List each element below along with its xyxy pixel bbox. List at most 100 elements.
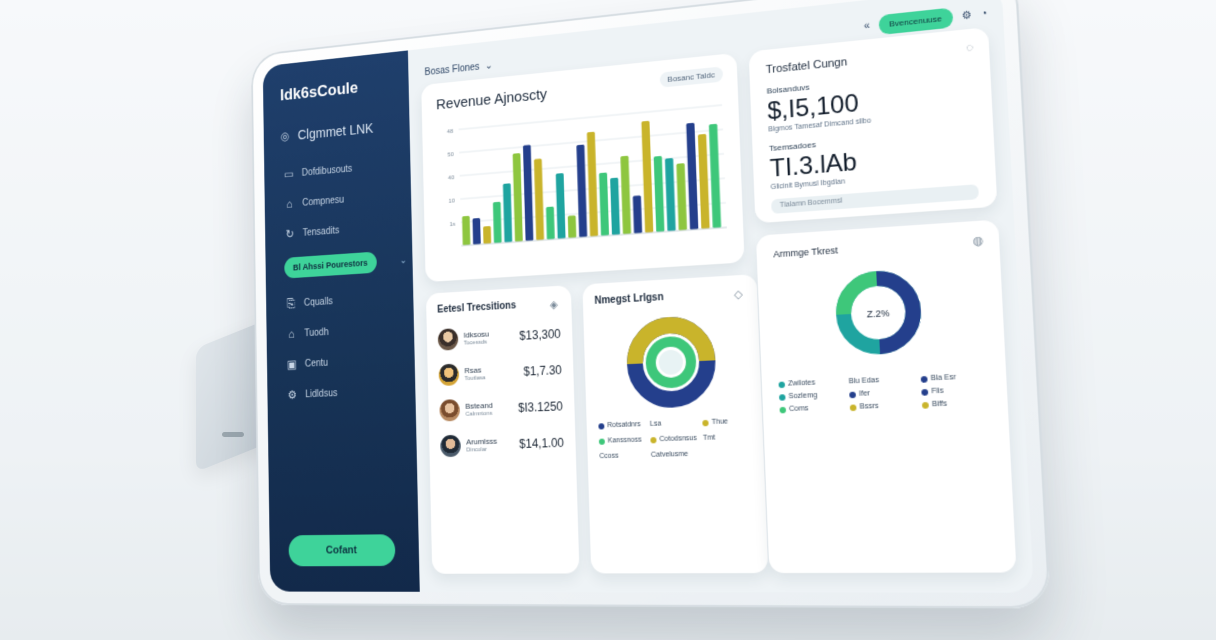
bar[interactable] — [512, 153, 523, 242]
info-icon[interactable]: ◌ — [965, 41, 974, 55]
home-icon: ⌂ — [288, 327, 295, 341]
dashboard-grid: Revenue Ajnoscty Bosanc Taldc 48 50 40 10 1s… — [421, 27, 1017, 574]
donut-center-label: Z.2% — [867, 307, 891, 320]
sidebar-item-1[interactable]: ▭ Dofdibusouts — [283, 158, 398, 181]
account-selector[interactable]: ◎ Clgmmet LNK — [279, 118, 397, 144]
bar[interactable] — [545, 206, 555, 240]
donut-card: Armmge Tkrest ◍ Z.2% Zwilotes Blu Edas — [755, 219, 1017, 574]
revenue-bar-chart: 48 50 40 10 1s — [447, 96, 734, 269]
legend-item: Bla Esr — [920, 373, 989, 383]
screen: Idk6sCoule ◎ Clgmmet LNK ▭ Dofdibusouts … — [262, 0, 1034, 593]
ring-hole — [658, 349, 684, 376]
table-row[interactable]: Arumlsss Dincolar $14,1.00 — [440, 432, 564, 458]
bar[interactable] — [641, 120, 654, 233]
tx-sub: Toutlasa — [464, 375, 486, 382]
legend-item: Ifer — [849, 388, 915, 398]
legend-item: Sozlemg — [778, 391, 843, 401]
legend-item: Flis — [921, 386, 989, 396]
tx-sub: Calmntons — [465, 410, 493, 418]
sidebar-item-label: Tuodh — [304, 326, 329, 339]
bar[interactable] — [472, 217, 481, 245]
tx-amount: $1,7.30 — [523, 362, 562, 379]
avatar — [440, 434, 461, 458]
settings-icon[interactable]: ⚙ — [961, 9, 972, 22]
donut-legend: Zwilotes Blu Edas Bla Esr Sozlemg Ifer F… — [778, 373, 989, 414]
tablet-device: Idk6sCoule ◎ Clgmmet LNK ▭ Dofdibusouts … — [250, 0, 1052, 609]
stand-slot — [222, 432, 244, 437]
chevron-down-icon[interactable]: ⌄ — [484, 59, 493, 72]
sidebar-item-label: Compnesu — [302, 194, 345, 209]
sidebar-item-label: Dofdibusouts — [301, 163, 353, 179]
sidebar-cta-button[interactable]: Cofant — [288, 534, 396, 567]
bar[interactable] — [653, 155, 665, 233]
bar[interactable] — [620, 155, 632, 235]
sidebar-item-5[interactable]: ⌂ Tuodh — [285, 321, 401, 341]
bar[interactable] — [483, 225, 492, 245]
box-icon: ▭ — [283, 167, 294, 182]
y-tick-label: 40 — [448, 175, 454, 182]
sidebar-item-6[interactable]: ▣ Centu — [286, 352, 402, 371]
donut-chart: Z.2% — [806, 255, 952, 369]
bar[interactable] — [462, 215, 471, 246]
legend-item: Rotsatdnrs — [598, 421, 644, 430]
collapse-icon[interactable]: « — [863, 19, 871, 32]
bar[interactable] — [533, 158, 545, 241]
table-row[interactable]: Bsteand Calmntons $I3.1250 — [439, 395, 563, 422]
info-icon[interactable]: ◍ — [972, 234, 984, 249]
bar[interactable] — [567, 215, 577, 239]
legend-item: Biffs — [921, 399, 990, 409]
table-row[interactable]: Idksosu Tocessds $13,300 — [437, 323, 561, 351]
bar[interactable] — [632, 195, 643, 234]
legend-item: Catvelusme — [650, 450, 689, 459]
transactions-title: Eetesl Trecsitions — [437, 300, 517, 316]
bar[interactable] — [708, 123, 722, 229]
bottom-row: Eetesl Trecsitions ◈ Idksosu Tocessds $13… — [425, 274, 769, 574]
legend-item: Cotodsnsus — [650, 435, 697, 444]
brand-logo: Idk6sCoule — [279, 78, 359, 105]
bar[interactable] — [586, 131, 599, 237]
clipboard-icon: ⎘ — [286, 296, 296, 311]
legend-item: Tmt — [702, 434, 716, 442]
sidebar-item-4[interactable]: ⎘ Cqualls — [285, 290, 401, 310]
avatar — [438, 363, 460, 387]
sidebar-item-3[interactable]: ↻ Tensadits — [284, 219, 400, 241]
tx-sub: Dincolar — [466, 446, 488, 454]
breadcrumb[interactable]: Bosas Flones — [424, 61, 480, 78]
lock-icon: ⌂ — [286, 197, 293, 211]
bar[interactable] — [522, 144, 534, 242]
bar[interactable] — [492, 201, 502, 244]
bar[interactable] — [502, 183, 513, 243]
sidebar-active-item[interactable]: Bl Ahssi Pourestors ⌄ — [284, 249, 408, 279]
sidebar-item-2[interactable]: ⌂ Compnesu — [283, 189, 398, 211]
bar[interactable] — [576, 144, 588, 238]
table-row[interactable]: Rsas Toutlasa $1,7.30 — [438, 359, 562, 387]
notification-icon[interactable]: ◔ — [980, 7, 988, 20]
donut-title: Armmge Tkrest — [773, 244, 839, 260]
tx-name: Arumlsss — [466, 436, 498, 447]
bar[interactable] — [664, 157, 676, 232]
chevron-down-icon: ⌄ — [399, 254, 408, 266]
sidebar: Idk6sCoule ◎ Clgmmet LNK ▭ Dofdibusouts … — [262, 50, 420, 592]
shield-icon[interactable]: ◈ — [549, 298, 559, 312]
right-column: Trosfatel Cungn ◌ Bolsanduvs $,I5,100 Bl… — [748, 27, 1017, 574]
settings-icon: ⚙ — [287, 388, 298, 402]
bar[interactable] — [686, 122, 699, 230]
bar[interactable] — [697, 133, 710, 230]
sidebar-item-7[interactable]: ⚙ Lidldsus — [286, 384, 403, 402]
topbar-pill-button[interactable]: Bvencenuuse — [877, 6, 954, 35]
y-tick-label: 10 — [449, 198, 455, 205]
transactions-card: Eetesl Trecsitions ◈ Idksosu Tocessds $13… — [425, 285, 580, 574]
account-circle-icon: ◎ — [280, 129, 290, 144]
bar[interactable] — [599, 172, 610, 237]
mix-title: Nmegst Lrlgsn — [594, 291, 664, 307]
sidebar-item-label: Centu — [304, 357, 329, 370]
main-content: Bosas Flones ⌄ « Bvencenuuse ⚙ ◔ Revenue… — [408, 0, 1034, 593]
legend-item: Kanssnoss — [598, 436, 645, 445]
bar[interactable] — [555, 173, 566, 240]
stats-card: Trosfatel Cungn ◌ Bolsanduvs $,I5,100 Bl… — [748, 27, 998, 224]
y-tick-label: 1s — [449, 221, 455, 228]
tx-sub: Tocessds — [463, 339, 488, 347]
legend-item: Lsa — [649, 420, 662, 428]
bar[interactable] — [676, 163, 688, 231]
shield-icon[interactable]: ◇ — [733, 288, 743, 302]
